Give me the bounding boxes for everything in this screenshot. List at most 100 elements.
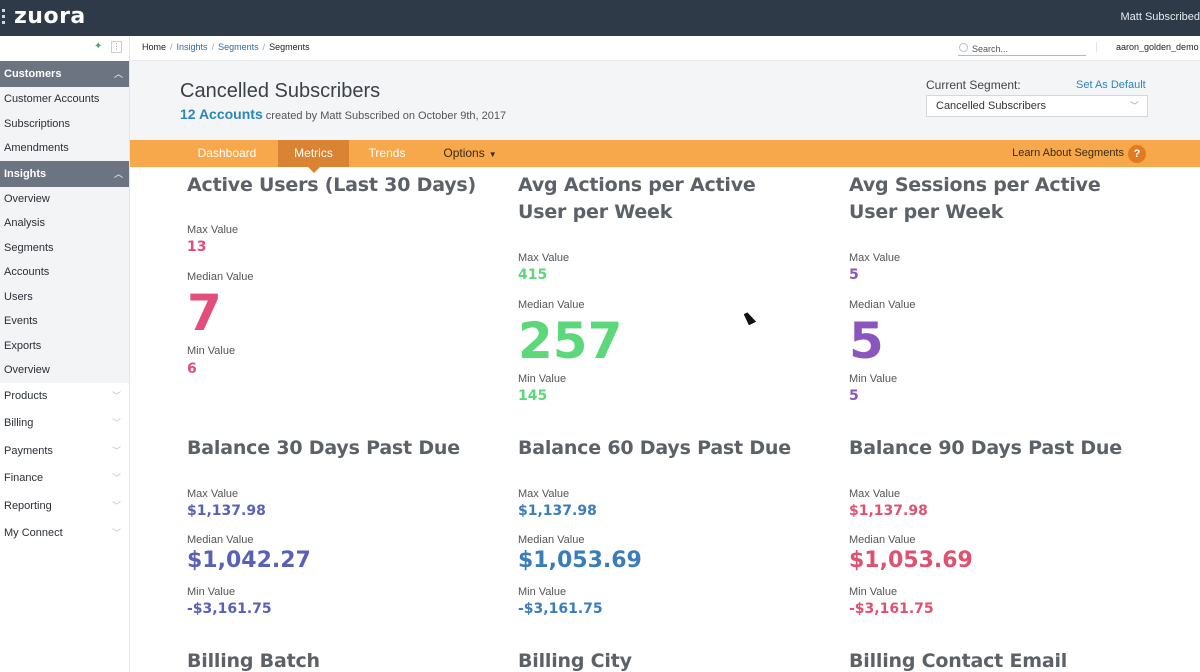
created-by-text: created by Matt Subscribed on October 9t… — [265, 110, 507, 122]
min-label: Min Value — [849, 373, 898, 385]
sidebar-item-my-connect[interactable]: My Connect ﹀ — [0, 520, 129, 548]
sidebar-item-overview[interactable]: Overview — [4, 192, 50, 205]
tab-options[interactable]: Options ▼ — [443, 146, 497, 160]
chevron-down-icon: ﹀ — [111, 528, 121, 538]
metric-balance-60: Balance 60 Days Past Due Max Value $1,13… — [518, 435, 838, 625]
sidebar-item-overview-2[interactable]: Overview — [4, 364, 50, 376]
page-title: Cancelled Subscribers — [180, 80, 381, 102]
max-value: $1,137.98 — [518, 503, 597, 519]
sidebar-item-finance[interactable]: Finance ﹀ — [0, 465, 129, 493]
metric-title-line-2: User per Week — [518, 201, 673, 223]
median-label: Median Value — [187, 534, 254, 546]
median-label: Median Value — [187, 271, 254, 283]
min-value: 5 — [849, 388, 859, 404]
search-icon — [959, 43, 968, 52]
sidebar-item-segments[interactable]: Segments — [4, 241, 54, 254]
metric-title-billing-batch: Billing Batch — [187, 650, 320, 672]
sidebar-item-payments[interactable]: Payments ﹀ — [0, 438, 129, 466]
min-value: -$3,161.75 — [518, 601, 603, 617]
max-value: 13 — [187, 239, 207, 255]
metric-active-users: Active Users (Last 30 Days) Max Value 13… — [187, 172, 507, 412]
chevron-up-icon: ︿ — [113, 168, 123, 179]
search-box — [958, 42, 1086, 56]
min-label: Min Value — [518, 373, 567, 385]
learn-about-segments-link[interactable]: Learn About Segments — [1012, 147, 1124, 159]
max-label: Max Value — [187, 224, 239, 236]
max-label: Max Value — [518, 252, 570, 264]
metric-avg-sessions: Avg Sessions per Active User per Week Ma… — [849, 172, 1169, 412]
zuora-logo[interactable]: zuora — [14, 4, 86, 29]
metric-title: Active Users (Last 30 Days) — [187, 174, 477, 196]
min-value: -$3,161.75 — [849, 601, 934, 617]
accounts-count-link[interactable]: 12 Accounts — [180, 106, 263, 122]
chevron-down-icon: ﹀ — [111, 500, 121, 511]
sidebar-item-exports[interactable]: Exports — [4, 339, 42, 352]
min-value: 145 — [518, 388, 548, 404]
segment-subtitle: 12 Accounts created by Matt Subscribed o… — [180, 106, 506, 122]
metric-balance-30: Balance 30 Days Past Due Max Value $1,13… — [187, 435, 507, 625]
median-value: 7 — [187, 284, 222, 342]
median-label: Median Value — [518, 534, 585, 546]
set-as-default-link[interactable]: Set As Default — [1076, 79, 1146, 91]
breadcrumb-insights[interactable]: Insights — [176, 42, 208, 52]
median-value: 5 — [849, 312, 884, 370]
min-label: Min Value — [849, 586, 898, 598]
account-name[interactable]: aaron_golden_demo — [1096, 42, 1200, 52]
sidebar-item-products[interactable]: Products ﹀ — [0, 383, 129, 411]
median-value: 257 — [518, 312, 623, 370]
segment-select[interactable]: Cancelled Subscribers ﹀ — [926, 95, 1148, 117]
tab-dashboard[interactable]: Dashboard — [197, 146, 257, 160]
sidebar-customers-list: Customer Accounts Subscriptions Amendmen… — [0, 87, 129, 161]
help-icon[interactable]: ? — [1128, 145, 1146, 163]
min-value: 6 — [187, 361, 197, 377]
max-label: Max Value — [849, 252, 901, 264]
pin-icon[interactable]: ✦ — [94, 41, 103, 52]
median-value: $1,053.69 — [518, 548, 642, 573]
sidebar-item-events[interactable]: Events — [4, 315, 38, 327]
sidebar-item-billing[interactable]: Billing ﹀ — [0, 410, 129, 438]
caret-down-icon: ▼ — [488, 150, 497, 159]
metric-avg-actions: Avg Actions per Active User per Week Max… — [518, 172, 838, 412]
metric-title: Avg Actions per Active — [518, 174, 756, 196]
metric-title-billing-contact-email: Billing Contact Email — [849, 650, 1068, 672]
sidebar-tools: ✦ ⋮ — [0, 36, 129, 61]
metric-title-billing-city: Billing City — [518, 650, 632, 672]
tab-bar: Dashboard Metrics Trends Options ▼ Learn … — [130, 140, 1200, 173]
chevron-up-icon: ︿ — [113, 69, 123, 79]
menu-icon[interactable] — [2, 9, 6, 27]
max-label: Max Value — [187, 488, 239, 500]
chevron-down-icon: ﹀ — [111, 390, 121, 401]
median-value: $1,053.69 — [849, 548, 973, 573]
tab-metrics[interactable]: Metrics — [278, 140, 349, 173]
metric-title: Avg Sessions per Active — [849, 174, 1101, 196]
breadcrumb-current: Segments — [269, 42, 310, 52]
breadcrumb-home[interactable]: Home — [142, 42, 167, 52]
sidebar-item-amendments[interactable]: Amendments — [4, 142, 69, 154]
sidebar-group-customers[interactable]: Customers ︿ — [0, 61, 129, 87]
sidebar-item-reporting[interactable]: Reporting ﹀ — [0, 493, 129, 521]
breadcrumb-bar: Home/Insights/Segments/Segments aaron_go… — [130, 36, 1200, 61]
sidebar-item-analysis[interactable]: Analysis — [4, 217, 45, 229]
sidebar: ✦ ⋮ Customers ︿ Customer Accounts Subscr… — [0, 36, 130, 672]
max-value: 5 — [849, 267, 859, 283]
median-label: Median Value — [849, 299, 916, 311]
sidebar-item-users[interactable]: Users — [4, 290, 33, 303]
user-menu[interactable]: Matt Subscribed — [1120, 11, 1200, 23]
max-label: Max Value — [518, 488, 570, 500]
breadcrumb-segments[interactable]: Segments — [218, 42, 259, 52]
max-value: $1,137.98 — [187, 503, 266, 519]
sidebar-item-accounts[interactable]: Accounts — [4, 266, 50, 278]
metric-balance-90: Balance 90 Days Past Due Max Value $1,13… — [849, 435, 1179, 625]
max-value: $1,137.98 — [849, 503, 928, 519]
sidebar-group-insights[interactable]: Insights ︿ — [0, 160, 129, 187]
more-icon[interactable]: ⋮ — [111, 41, 122, 53]
min-label: Min Value — [187, 345, 236, 357]
sidebar-insights-list: Overview Analysis Segments Accounts User… — [0, 186, 129, 383]
search-input[interactable] — [972, 42, 1082, 55]
sidebar-item-customer-accounts[interactable]: Customer Accounts — [4, 93, 100, 105]
segment-header: Cancelled Subscribers 12 Accounts create… — [130, 61, 1200, 140]
metric-title: Balance 90 Days Past Due — [849, 437, 1122, 459]
metric-title-line-2: User per Week — [849, 201, 1004, 223]
tab-trends[interactable]: Trends — [368, 146, 406, 160]
sidebar-item-subscriptions[interactable]: Subscriptions — [4, 117, 71, 130]
